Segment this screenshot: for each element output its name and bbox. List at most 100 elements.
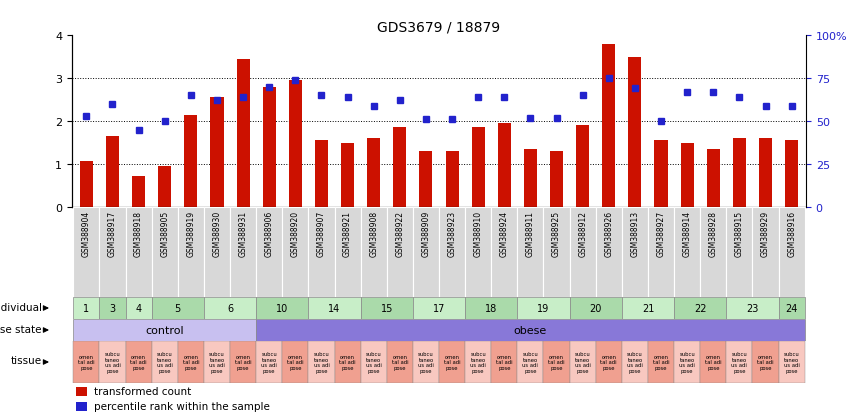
Text: omen
tal adi
pose: omen tal adi pose xyxy=(653,354,669,370)
Text: GSM388911: GSM388911 xyxy=(526,210,535,256)
Text: GSM388905: GSM388905 xyxy=(160,210,169,256)
Bar xyxy=(602,45,616,207)
Text: 24: 24 xyxy=(785,303,798,313)
Text: GSM388917: GSM388917 xyxy=(108,210,117,256)
Bar xyxy=(360,297,413,319)
Bar xyxy=(779,297,805,319)
Bar xyxy=(100,207,126,297)
Bar xyxy=(550,152,563,207)
Bar xyxy=(152,297,204,319)
Text: GSM388928: GSM388928 xyxy=(708,210,718,256)
Bar xyxy=(524,150,537,207)
Bar xyxy=(439,341,465,383)
Text: 17: 17 xyxy=(433,303,445,313)
Bar xyxy=(413,341,439,383)
Text: subcu
taneo
us adi
pose: subcu taneo us adi pose xyxy=(522,351,539,373)
Bar xyxy=(288,81,302,207)
Text: GSM388925: GSM388925 xyxy=(552,210,561,256)
Text: GSM388916: GSM388916 xyxy=(787,210,796,256)
Bar xyxy=(80,161,93,207)
Text: GSM388924: GSM388924 xyxy=(500,210,509,256)
Text: GSM388921: GSM388921 xyxy=(343,210,352,256)
Text: omen
tal adi
pose: omen tal adi pose xyxy=(443,354,461,370)
Bar xyxy=(74,341,100,383)
Text: individual: individual xyxy=(0,302,42,312)
Text: GSM388913: GSM388913 xyxy=(630,210,639,256)
Bar xyxy=(491,341,517,383)
Text: GSM388914: GSM388914 xyxy=(682,210,692,256)
Text: omen
tal adi
pose: omen tal adi pose xyxy=(287,354,304,370)
Bar xyxy=(100,341,126,383)
Bar xyxy=(106,137,119,207)
Bar xyxy=(334,341,360,383)
Text: GSM388910: GSM388910 xyxy=(474,210,482,256)
Bar xyxy=(74,319,256,341)
Text: omen
tal adi
pose: omen tal adi pose xyxy=(600,354,617,370)
Bar xyxy=(387,207,413,297)
Bar xyxy=(76,387,87,396)
Bar xyxy=(727,297,779,319)
Text: 1: 1 xyxy=(83,303,89,313)
Text: GSM388904: GSM388904 xyxy=(82,210,91,256)
Text: GSM388906: GSM388906 xyxy=(265,210,274,256)
Bar xyxy=(413,207,439,297)
Text: 23: 23 xyxy=(746,303,759,313)
Bar xyxy=(204,207,230,297)
Text: 22: 22 xyxy=(694,303,707,313)
Bar xyxy=(785,141,798,207)
Bar xyxy=(655,141,668,207)
Bar xyxy=(367,139,380,207)
Bar xyxy=(256,297,308,319)
Text: omen
tal adi
pose: omen tal adi pose xyxy=(548,354,565,370)
Bar xyxy=(74,207,100,297)
Bar xyxy=(158,167,171,207)
Bar xyxy=(132,176,145,207)
Bar xyxy=(341,143,354,207)
Bar xyxy=(178,207,204,297)
Text: GSM388923: GSM388923 xyxy=(448,210,456,256)
Text: subcu
taneo
us adi
pose: subcu taneo us adi pose xyxy=(470,351,486,373)
Bar xyxy=(445,152,459,207)
Text: GSM388931: GSM388931 xyxy=(239,210,248,256)
Bar xyxy=(126,297,152,319)
Bar xyxy=(753,341,779,383)
Text: omen
tal adi
pose: omen tal adi pose xyxy=(339,354,356,370)
Text: omen
tal adi
pose: omen tal adi pose xyxy=(705,354,721,370)
Text: GSM388929: GSM388929 xyxy=(761,210,770,256)
Text: omen
tal adi
pose: omen tal adi pose xyxy=(391,354,408,370)
Text: GSM388912: GSM388912 xyxy=(578,210,587,256)
Text: subcu
taneo
us adi
pose: subcu taneo us adi pose xyxy=(105,351,120,373)
Bar xyxy=(727,207,753,297)
Bar xyxy=(674,207,701,297)
Bar xyxy=(753,207,779,297)
Text: subcu
taneo
us adi
pose: subcu taneo us adi pose xyxy=(313,351,329,373)
Bar xyxy=(210,98,223,207)
Bar xyxy=(576,126,589,207)
Text: GSM388927: GSM388927 xyxy=(656,210,666,256)
Text: 20: 20 xyxy=(590,303,602,313)
Text: subcu
taneo
us adi
pose: subcu taneo us adi pose xyxy=(209,351,225,373)
Text: GSM388922: GSM388922 xyxy=(395,210,404,256)
Bar xyxy=(282,207,308,297)
Text: GSM388908: GSM388908 xyxy=(369,210,378,256)
Bar xyxy=(256,319,805,341)
Title: GDS3679 / 18879: GDS3679 / 18879 xyxy=(378,21,501,35)
Bar xyxy=(707,150,720,207)
Bar xyxy=(727,341,753,383)
Text: 5: 5 xyxy=(175,303,181,313)
Bar xyxy=(334,207,360,297)
Text: transformed count: transformed count xyxy=(94,387,191,396)
Bar xyxy=(491,207,517,297)
Bar xyxy=(759,139,772,207)
Text: GSM388926: GSM388926 xyxy=(604,210,613,256)
Text: GSM388915: GSM388915 xyxy=(735,210,744,256)
Bar xyxy=(629,57,642,207)
Text: omen
tal adi
pose: omen tal adi pose xyxy=(130,354,147,370)
Bar xyxy=(178,341,204,383)
Text: disease state: disease state xyxy=(0,324,42,334)
Bar xyxy=(674,297,727,319)
Text: percentile rank within the sample: percentile rank within the sample xyxy=(94,401,269,411)
Text: subcu
taneo
us adi
pose: subcu taneo us adi pose xyxy=(732,351,747,373)
Text: omen
tal adi
pose: omen tal adi pose xyxy=(496,354,513,370)
Text: GSM388918: GSM388918 xyxy=(134,210,143,256)
